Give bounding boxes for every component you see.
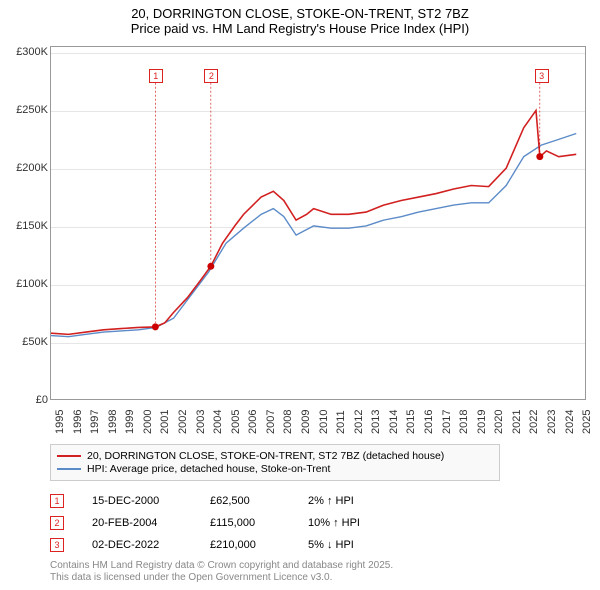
x-axis-label: 2021 bbox=[511, 410, 523, 434]
x-axis-label: 2012 bbox=[353, 410, 365, 434]
footnote: Contains HM Land Registry data © Crown c… bbox=[50, 560, 393, 584]
x-axis-label: 1999 bbox=[124, 410, 136, 434]
sale-delta: 5% ↓ HPI bbox=[308, 539, 388, 551]
x-axis-label: 2016 bbox=[423, 410, 435, 434]
y-axis-label: £100K bbox=[0, 278, 48, 290]
y-axis-label: £0 bbox=[0, 394, 48, 406]
sale-marker-box: 1 bbox=[149, 69, 163, 83]
sale-marker-dot bbox=[207, 263, 214, 270]
sale-marker-box: 2 bbox=[204, 69, 218, 83]
x-axis-label: 1995 bbox=[54, 410, 66, 434]
sale-row: 3 02-DEC-2022 £210,000 5% ↓ HPI bbox=[50, 534, 388, 556]
series-line bbox=[51, 110, 576, 334]
x-axis-label: 2010 bbox=[318, 410, 330, 434]
x-axis-label: 2008 bbox=[282, 410, 294, 434]
legend-label: HPI: Average price, detached house, Stok… bbox=[87, 463, 330, 475]
series-line bbox=[51, 134, 576, 337]
legend-swatch bbox=[57, 455, 81, 457]
sale-table: 1 15-DEC-2000 £62,500 2% ↑ HPI 2 20-FEB-2004 £… bbox=[50, 490, 388, 556]
sale-index-box: 3 bbox=[50, 538, 64, 552]
sale-delta: 2% ↑ HPI bbox=[308, 495, 388, 507]
x-axis-label: 2005 bbox=[230, 410, 242, 434]
legend-label: 20, DORRINGTON CLOSE, STOKE-ON-TRENT, ST… bbox=[87, 450, 444, 462]
x-axis-label: 1998 bbox=[107, 410, 119, 434]
x-axis-label: 2002 bbox=[177, 410, 189, 434]
sale-marker-box: 3 bbox=[535, 69, 549, 83]
x-axis-label: 2004 bbox=[212, 410, 224, 434]
sale-row: 1 15-DEC-2000 £62,500 2% ↑ HPI bbox=[50, 490, 388, 512]
sale-date: 20-FEB-2004 bbox=[92, 517, 182, 529]
x-axis-label: 2015 bbox=[405, 410, 417, 434]
legend-row: HPI: Average price, detached house, Stok… bbox=[57, 463, 493, 475]
sale-marker-dot bbox=[152, 323, 159, 330]
sale-date: 02-DEC-2022 bbox=[92, 539, 182, 551]
x-axis-label: 2000 bbox=[142, 410, 154, 434]
y-axis-label: £200K bbox=[0, 162, 48, 174]
sale-index-box: 2 bbox=[50, 516, 64, 530]
legend-row: 20, DORRINGTON CLOSE, STOKE-ON-TRENT, ST… bbox=[57, 450, 493, 462]
sale-row: 2 20-FEB-2004 £115,000 10% ↑ HPI bbox=[50, 512, 388, 534]
footnote-line1: Contains HM Land Registry data © Crown c… bbox=[50, 560, 393, 572]
x-axis-label: 2003 bbox=[195, 410, 207, 434]
x-axis-label: 2013 bbox=[370, 410, 382, 434]
x-axis-label: 2023 bbox=[546, 410, 558, 434]
x-axis-label: 2006 bbox=[247, 410, 259, 434]
x-axis-label: 2011 bbox=[335, 410, 347, 434]
chart-title-line1: 20, DORRINGTON CLOSE, STOKE-ON-TRENT, ST… bbox=[0, 0, 600, 21]
x-axis-label: 2017 bbox=[441, 410, 453, 434]
footnote-line2: This data is licensed under the Open Gov… bbox=[50, 572, 393, 584]
sale-delta: 10% ↑ HPI bbox=[308, 517, 388, 529]
sale-date: 15-DEC-2000 bbox=[92, 495, 182, 507]
y-axis-label: £150K bbox=[0, 220, 48, 232]
x-axis-label: 2009 bbox=[300, 410, 312, 434]
x-axis-label: 2007 bbox=[265, 410, 277, 434]
sale-price: £210,000 bbox=[210, 539, 280, 551]
chart-title-line2: Price paid vs. HM Land Registry's House … bbox=[0, 21, 600, 36]
legend-swatch bbox=[57, 468, 81, 470]
sale-price: £115,000 bbox=[210, 517, 280, 529]
chart-legend: 20, DORRINGTON CLOSE, STOKE-ON-TRENT, ST… bbox=[50, 444, 500, 481]
chart-svg bbox=[51, 47, 585, 399]
sale-index-box: 1 bbox=[50, 494, 64, 508]
sale-marker-dot bbox=[536, 153, 543, 160]
sale-price: £62,500 bbox=[210, 495, 280, 507]
chart-plot-area: 1 2 3 bbox=[50, 46, 586, 400]
x-axis-label: 2018 bbox=[458, 410, 470, 434]
y-axis-label: £50K bbox=[0, 336, 48, 348]
x-axis-label: 2024 bbox=[564, 410, 576, 434]
x-axis-label: 2019 bbox=[476, 410, 488, 434]
x-axis-label: 1997 bbox=[89, 410, 101, 434]
y-axis-label: £300K bbox=[0, 46, 48, 58]
x-axis-label: 2025 bbox=[581, 410, 593, 434]
x-axis-label: 2014 bbox=[388, 410, 400, 434]
y-axis-label: £250K bbox=[0, 104, 48, 116]
x-axis-label: 2001 bbox=[159, 410, 171, 434]
x-axis-label: 2022 bbox=[528, 410, 540, 434]
x-axis-label: 2020 bbox=[493, 410, 505, 434]
x-axis-label: 1996 bbox=[72, 410, 84, 434]
